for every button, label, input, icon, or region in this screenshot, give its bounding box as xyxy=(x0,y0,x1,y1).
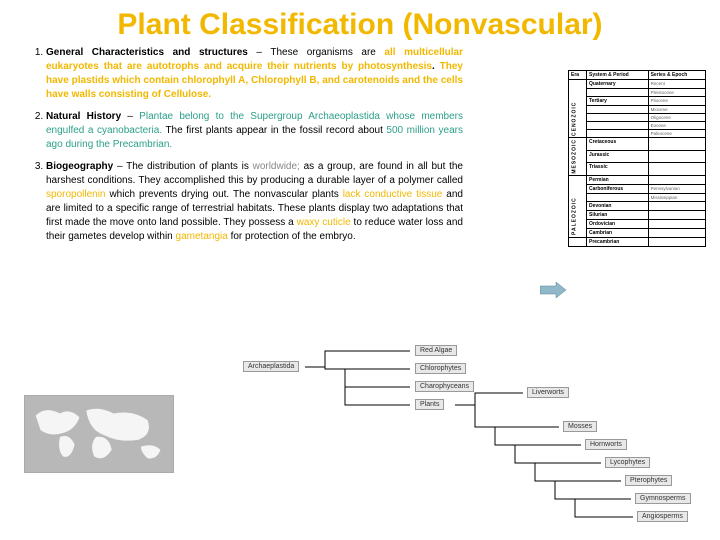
t: . xyxy=(432,61,440,72)
geo-epoch: Pleistocene xyxy=(648,89,705,97)
geo-period xyxy=(586,122,648,130)
geo-period xyxy=(586,89,648,97)
geo-epoch: Miocene xyxy=(648,106,705,114)
geo-period xyxy=(586,130,648,138)
t: The first plants appear in the fossil re… xyxy=(162,125,386,136)
clad-label: Charophyceans xyxy=(415,381,474,392)
geo-epoch: Paleocene xyxy=(648,130,705,138)
cladogram: Archaeplastida Red Algae Chlorophytes Charo… xyxy=(205,345,705,535)
geo-period: Cretaceous xyxy=(586,138,648,151)
geo-epoch xyxy=(648,201,705,210)
geo-epoch xyxy=(648,138,705,151)
geo-period: Permian xyxy=(586,175,648,184)
o4: gametangia xyxy=(176,231,228,242)
t: – The distribution of plants is xyxy=(113,161,252,172)
clad-label: Archaeplastida xyxy=(243,361,299,372)
t: – These organisms are xyxy=(248,47,385,58)
geo-period: Jurassic xyxy=(586,150,648,163)
era-blank xyxy=(569,237,587,246)
geo-h-sys: System & Period xyxy=(586,71,648,80)
clad-label: Red Algae xyxy=(415,345,457,356)
geo-epoch xyxy=(648,175,705,184)
item3-lead: Biogeography xyxy=(46,161,113,172)
clad-label: Mosses xyxy=(563,421,597,432)
item1-lead: General Characteristics and structures xyxy=(46,47,248,58)
worldwide: worldwide; xyxy=(253,161,300,172)
world-map xyxy=(24,395,174,473)
geo-epoch xyxy=(648,210,705,219)
clad-label: Liverworts xyxy=(527,387,569,398)
clad-label: Chlorophytes xyxy=(415,363,466,374)
geo-epoch: Recent xyxy=(648,80,705,89)
geo-period: Devonian xyxy=(586,201,648,210)
era-cell: MESOZOIC xyxy=(569,138,587,176)
geo-h-era: Era xyxy=(569,71,587,80)
geo-epoch xyxy=(648,237,705,246)
clad-label: Gymnosperms xyxy=(635,493,691,504)
era-cell: CENOZOIC xyxy=(569,80,587,138)
geo-period: Silurian xyxy=(586,210,648,219)
geo-epoch: Eocene xyxy=(648,122,705,130)
clad-label: Pterophytes xyxy=(625,475,672,486)
o3: waxy cuticle xyxy=(297,217,351,228)
geo-period: Cambrian xyxy=(586,228,648,237)
o2: lack conductive tissue xyxy=(343,189,443,200)
arrow-icon xyxy=(540,282,566,303)
geo-period xyxy=(586,106,648,114)
geologic-time-table: Era System & Period Series & Epoch CENOZ… xyxy=(568,70,706,247)
clad-label: Plants xyxy=(415,399,444,410)
geo-period: Quaternary xyxy=(586,80,648,89)
t: which prevents drying out. The nonvascul… xyxy=(106,189,343,200)
geo-epoch: Pliocene xyxy=(648,97,705,106)
item-1: General Characteristics and structures –… xyxy=(46,46,463,102)
item-3: Biogeography – The distribution of plant… xyxy=(46,160,463,244)
geo-period: Precambrian xyxy=(586,237,648,246)
item2-lead: Natural History xyxy=(46,111,121,122)
geo-epoch: Oligocene xyxy=(648,114,705,122)
geo-period: Carboniferous xyxy=(586,184,648,193)
geo-period xyxy=(586,114,648,122)
geo-epoch: Mississippian xyxy=(648,193,705,201)
t: for protection of the embryo. xyxy=(228,231,356,242)
item-2: Natural History – Plantae belong to the … xyxy=(46,110,463,152)
geo-epoch xyxy=(648,219,705,228)
geo-epoch xyxy=(648,163,705,176)
page-title: Plant Classification (Nonvascular) xyxy=(0,0,720,46)
geo-period: Tertiary xyxy=(586,97,648,106)
o1: sporopollenin xyxy=(46,189,106,200)
clad-label: Lycophytes xyxy=(605,457,650,468)
geo-h-ser: Series & Epoch xyxy=(648,71,705,80)
geo-epoch xyxy=(648,150,705,163)
geo-epoch: Pennsylvanian xyxy=(648,184,705,193)
clad-label: Angiosperms xyxy=(637,511,688,522)
clad-label: Hornworts xyxy=(585,439,627,450)
era-cell: PALEOZOIC xyxy=(569,175,587,237)
geo-period: Ordovician xyxy=(586,219,648,228)
geo-period xyxy=(586,193,648,201)
t: – xyxy=(121,111,139,122)
geo-period: Triassic xyxy=(586,163,648,176)
geo-epoch xyxy=(648,228,705,237)
